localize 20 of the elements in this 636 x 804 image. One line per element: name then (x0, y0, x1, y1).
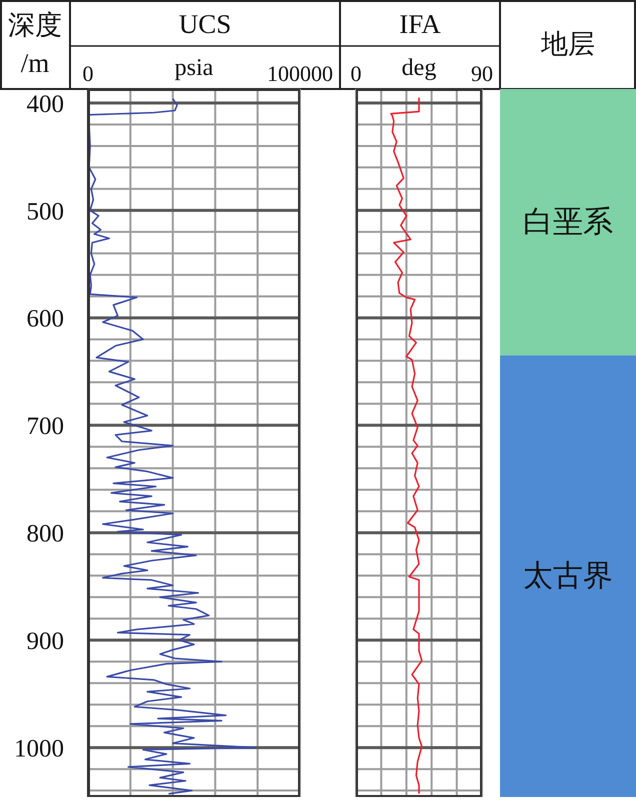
y-tick-label: 600 (26, 306, 64, 333)
y-tick-label: 400 (26, 90, 64, 118)
x-tick-label: 90 (471, 61, 493, 86)
x-tick-label: 0 (350, 61, 362, 86)
chart-title: 地层 (540, 28, 596, 60)
y-axis-title: 深度 /m (7, 9, 63, 80)
series-label: 太古界 (523, 560, 613, 593)
y-tick-label: 1000 (14, 735, 64, 762)
y-tick-label: 700 (26, 413, 64, 440)
y-tick-label: 900 (26, 628, 64, 656)
x-axis-title: deg (402, 55, 436, 81)
y-tick-label: 500 (26, 198, 64, 226)
y-tick-label: 800 (26, 520, 64, 548)
chart-title: IFA (398, 8, 442, 40)
chart-title: UCS (178, 8, 232, 40)
x-axis-title: psia (174, 55, 214, 81)
x-tick-label: 100000 (267, 61, 333, 86)
x-tick-label: 0 (82, 61, 94, 86)
series-label: 白垩系 (523, 206, 613, 239)
line-series (88, 98, 256, 795)
